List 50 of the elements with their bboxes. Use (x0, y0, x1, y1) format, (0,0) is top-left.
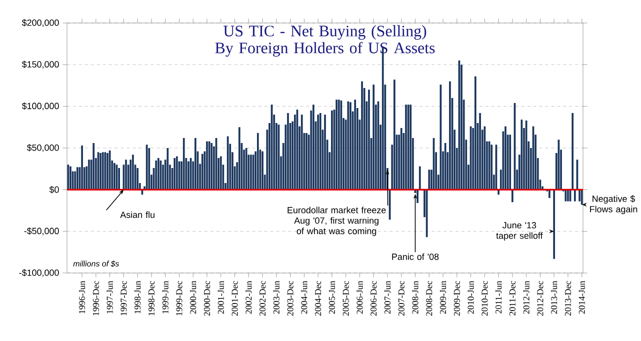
x-tick-label: 2005-Dec (342, 281, 349, 316)
x-tick-label: 2004-Jun (301, 280, 308, 314)
y-tick-label: -$100,000 (19, 269, 59, 277)
x-tick-label: 2010-Jun (468, 280, 474, 314)
annotation: Asian flu (120, 211, 154, 218)
x-tick-label: 1996-Jun (79, 280, 86, 314)
x-tick-label: 1998-Dec (148, 281, 154, 316)
x-tick-label: 2009-Jun (440, 280, 446, 314)
y-tick-label: $50,000 (26, 144, 59, 152)
text: US TIC - Net Buying (Selling) By Foreign Holders of US Assets (215, 25, 435, 57)
y-tick-label: -$50,000 (24, 227, 59, 236)
x-tick-label: 2007-Dec (398, 281, 404, 316)
x-tick-label: 2000-Jun (190, 280, 196, 314)
x-tick-label: 2003-Dec (287, 281, 294, 316)
annotation: Panic of '08 (392, 253, 439, 260)
x-tick-label: 2012-Dec (537, 281, 544, 316)
x-tick-label: 2000-Dec (204, 281, 210, 316)
x-tick-label: 2009-Dec (454, 281, 460, 316)
x-tick-label: 1999-Dec (176, 281, 182, 316)
annotation: June '13 taper selloff (496, 222, 543, 241)
x-tick-label: 2003-Jun (273, 280, 280, 314)
x-tick-label: 1996-Dec (92, 281, 99, 316)
x-tick-label: 2013-Jun (551, 280, 558, 314)
x-tick-label: 2012-Jun (523, 280, 530, 314)
x-tick-label: 2014-Jun (578, 280, 585, 314)
x-tick-label: 2011-Jun (496, 280, 502, 314)
x-tick-label: 2006-Dec (370, 281, 377, 316)
x-tick-label: 2006-Jun (356, 280, 363, 314)
x-tick-label: 2010-Dec (482, 281, 488, 316)
x-tick-label: 2011-Dec (509, 281, 516, 316)
x-tick-label: 1998-Jun (134, 280, 141, 314)
x-tick-label: 2008-Dec (426, 281, 432, 316)
x-tick-label: 2005-Jun (328, 280, 335, 314)
x-tick-label: 2002-Jun (246, 280, 252, 314)
x-tick-label: 2007-Jun (384, 280, 391, 314)
x-tick-label: 2002-Dec (259, 281, 266, 316)
annotation: Negative $ Flows again (590, 195, 638, 214)
x-tick-label: 2008-Jun (412, 280, 418, 314)
x-tick-label: 2001-Jun (218, 280, 224, 314)
annotation: Eurodollar market freeze Aug '07, first warning of what was coming (288, 206, 386, 236)
y-tick-label: $100,000 (22, 102, 59, 110)
y-tick-label: $0 (49, 186, 59, 194)
x-tick-label: 1999-Jun (162, 280, 168, 314)
x-tick-label: 1997-Dec (120, 281, 127, 316)
x-tick-label: 2004-Dec (315, 281, 322, 316)
x-tick-label: 2001-Dec (232, 281, 238, 316)
y-tick-label: $150,000 (22, 60, 59, 69)
x-tick-label: 2013-Dec (564, 281, 571, 316)
x-tick-label: 1997-Jun (106, 280, 113, 314)
y-tick-label: $200,000 (22, 19, 59, 27)
